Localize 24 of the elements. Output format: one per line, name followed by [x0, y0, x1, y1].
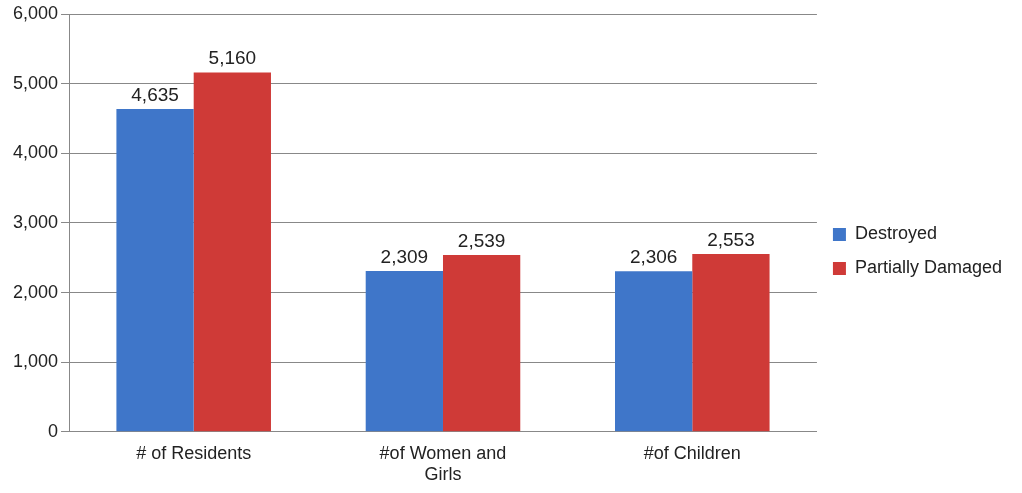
y-tick-label: 6,000 — [13, 2, 59, 23]
bar — [116, 109, 194, 432]
y-tick-label: 0 — [48, 420, 59, 441]
bar — [442, 255, 521, 432]
data-label: 2,539 — [457, 229, 506, 251]
legend-label: Destroyed — [854, 223, 937, 244]
data-label: 2,309 — [380, 245, 429, 267]
data-label: 5,160 — [208, 47, 257, 69]
bar — [365, 271, 443, 432]
y-tick-label: 2,000 — [13, 281, 59, 302]
x-tick-label: # of Residents — [136, 442, 252, 463]
y-tick-label: 1,000 — [13, 351, 59, 372]
y-tick-label: 5,000 — [13, 72, 59, 93]
data-label: 2,306 — [629, 245, 678, 267]
y-tick-label: 4,000 — [13, 142, 59, 163]
y-tick-label: 3,000 — [13, 211, 59, 232]
bar — [615, 271, 693, 432]
data-label: 2,553 — [707, 228, 755, 250]
x-tick-label: #of Children — [643, 442, 741, 463]
bar — [692, 254, 770, 432]
legend-label: Partially Damaged — [854, 257, 1003, 278]
bar — [193, 72, 271, 432]
data-label: 4,635 — [131, 83, 179, 105]
x-tick-label: #of Women and Girls — [379, 442, 507, 485]
